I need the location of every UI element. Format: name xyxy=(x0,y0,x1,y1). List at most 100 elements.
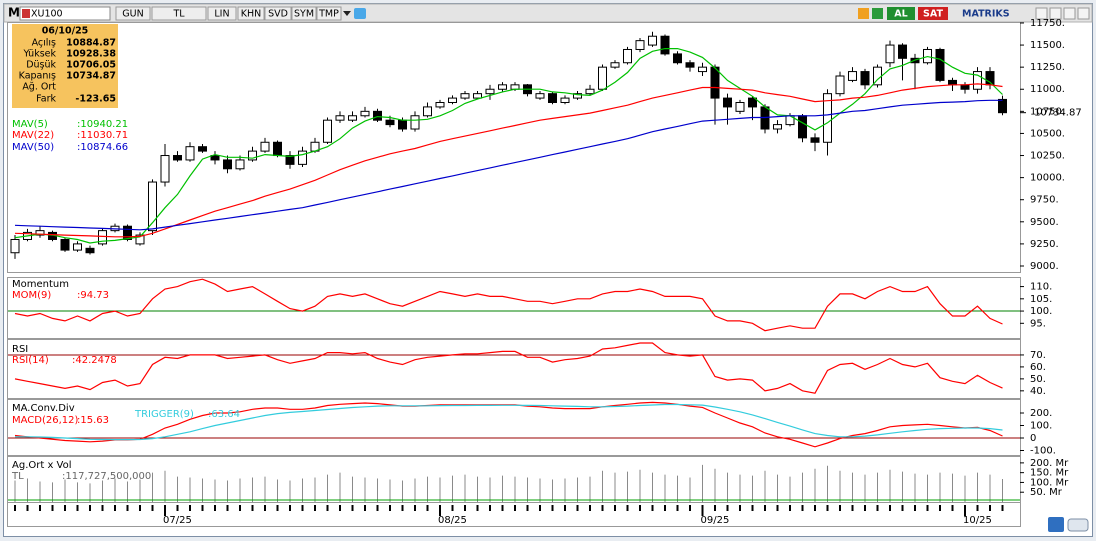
tool-icon[interactable] xyxy=(872,8,883,19)
candle-body xyxy=(223,159,232,170)
scale-icon[interactable] xyxy=(1067,518,1089,532)
y-tick-label: 9750. xyxy=(1030,195,1059,206)
button[interactable] xyxy=(115,6,151,21)
date-label: 07/25 xyxy=(163,515,192,526)
legend-value: :42.2478 xyxy=(72,355,117,366)
sell-button[interactable] xyxy=(918,7,948,20)
legend-value: :63.64 xyxy=(208,409,240,420)
button-label[interactable]: SYM xyxy=(294,9,314,20)
window-button[interactable] xyxy=(1049,7,1062,20)
window-button[interactable] xyxy=(1035,7,1048,20)
candle-body xyxy=(298,150,307,165)
logo: M xyxy=(8,6,20,20)
y-tick-label: 60. xyxy=(1030,362,1046,373)
symbol-field[interactable] xyxy=(19,6,111,21)
button-label[interactable]: LIN xyxy=(214,9,229,20)
button[interactable] xyxy=(151,6,207,21)
window-button[interactable] xyxy=(1063,7,1076,20)
candle-body xyxy=(948,79,957,86)
candle-body xyxy=(635,40,645,50)
candle-body xyxy=(73,243,82,251)
info-date: 06/10/25 xyxy=(42,26,89,37)
legend-value: :10940.21 xyxy=(77,119,128,130)
info-value: 10884.87 xyxy=(66,38,116,49)
button-label[interactable]: GUN xyxy=(122,9,143,20)
y-tick-label: 11250. xyxy=(1030,62,1065,73)
candle-body xyxy=(585,88,595,95)
candle-body xyxy=(660,35,670,55)
candle-body xyxy=(35,230,45,236)
info-label: Yüksek xyxy=(22,49,56,60)
legend-name: TRIGGER(9) xyxy=(134,409,194,420)
candle-body xyxy=(835,75,845,95)
y-tick-label: 10500. xyxy=(1030,128,1065,139)
candle-body xyxy=(160,155,170,183)
candle-body xyxy=(235,159,245,170)
candle-body xyxy=(123,225,132,240)
refresh-icon[interactable] xyxy=(1048,517,1064,532)
candle-body xyxy=(998,98,1007,114)
candle-body xyxy=(935,48,945,81)
button-label[interactable]: SVD xyxy=(268,9,288,20)
tool-icon[interactable] xyxy=(858,8,869,19)
date-label: 08/25 xyxy=(438,515,467,526)
candle-body xyxy=(385,119,395,126)
dropdown-arrow[interactable] xyxy=(343,11,351,16)
button[interactable] xyxy=(291,6,317,21)
legend-name: MAV(22) xyxy=(12,130,54,141)
button[interactable] xyxy=(316,6,342,21)
candle-body xyxy=(185,146,195,161)
button[interactable] xyxy=(237,6,265,21)
button[interactable] xyxy=(264,6,292,21)
candle-body xyxy=(398,119,407,130)
candle-body xyxy=(623,48,632,64)
candle-body xyxy=(148,181,157,232)
candle-body xyxy=(373,110,382,121)
y-tick-label: 9000. xyxy=(1030,261,1059,272)
y-tick-label: 100. xyxy=(1030,306,1052,317)
candle-body xyxy=(535,93,545,99)
candle-body xyxy=(973,71,982,90)
series-line xyxy=(15,403,1003,441)
candle-body xyxy=(273,141,282,157)
candle-body xyxy=(960,84,970,90)
y-tick-label: 70. xyxy=(1030,350,1046,361)
y-tick-label: 50. Mr xyxy=(1030,487,1063,498)
y-tick-label: -100. xyxy=(1030,446,1056,457)
buy-button[interactable] xyxy=(887,7,915,20)
date-label: 09/25 xyxy=(701,515,730,526)
sell-label[interactable]: SAT xyxy=(923,9,943,20)
button-label[interactable]: TL xyxy=(172,9,185,20)
buy-label[interactable]: AL xyxy=(894,9,907,20)
info-label: Fark xyxy=(36,94,56,105)
candle-body xyxy=(423,106,432,117)
panel-title: MA.Conv.Div xyxy=(12,403,75,414)
y-tick-label: 200. xyxy=(1030,408,1052,419)
button-label[interactable]: KHN xyxy=(241,9,261,20)
candle-body xyxy=(85,247,95,254)
candle-body xyxy=(323,119,332,143)
candle-body xyxy=(435,102,445,108)
candle-body xyxy=(360,110,370,117)
legend-name: MOM(9) xyxy=(12,290,51,301)
candle-body xyxy=(348,115,357,121)
button-label[interactable]: TMP xyxy=(318,9,339,20)
momentum-panel xyxy=(7,277,1021,339)
info-value: 10706.05 xyxy=(66,60,116,71)
y-tick-label: 150. Mr xyxy=(1030,468,1069,479)
legend-name: MAV(50) xyxy=(12,142,54,153)
y-tick-label: 10750. xyxy=(1030,106,1065,117)
series-line xyxy=(14,342,1003,394)
symbol[interactable]: XU100 xyxy=(31,9,63,20)
twitter-icon[interactable] xyxy=(354,8,366,19)
candle-body xyxy=(898,44,907,59)
panel-title: Ag.Ort x Vol xyxy=(12,460,72,471)
plot-layer: 9000. 9250. 9500. 9750. 10000. 10250. 10500. 10… xyxy=(8,18,1082,526)
window-button[interactable] xyxy=(1077,7,1090,20)
button[interactable] xyxy=(207,6,237,21)
legend-value: :11030.71 xyxy=(77,130,128,141)
y-tick-label: 0 xyxy=(1030,433,1036,444)
candle-body xyxy=(823,93,832,143)
info-label: Kapanış xyxy=(19,71,56,82)
